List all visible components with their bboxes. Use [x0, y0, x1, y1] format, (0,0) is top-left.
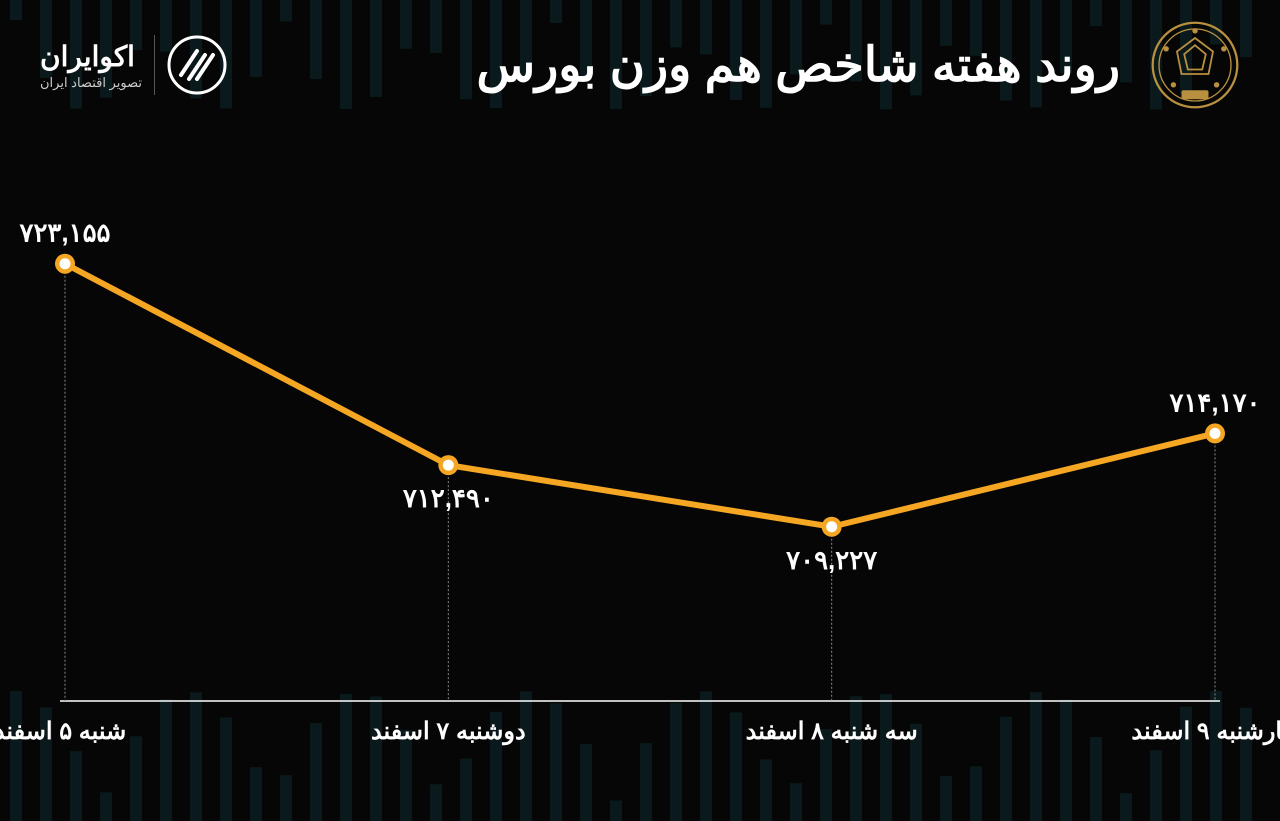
x-axis-label: چهارشنبه ۹ اسفند: [1131, 718, 1280, 746]
brand-logo-icon: [167, 35, 227, 95]
x-axis-label: شنبه ۵ اسفند: [0, 718, 126, 745]
chart-title: روند هفته شاخص هم وزن بورس: [227, 37, 1120, 93]
header: اکوایران تصویر اقتصاد ایران روند هفته شا…: [0, 20, 1280, 110]
value-label: ۷۱۴,۱۷۰: [1168, 387, 1260, 417]
brand-block: اکوایران تصویر اقتصاد ایران: [40, 35, 227, 95]
chart-area: ۷۲۳,۱۵۵۷۱۲,۴۹۰۷۰۹,۲۲۷۷۱۴,۱۷۰شنبه ۵ اسفند…: [55, 160, 1225, 771]
value-label: ۷۲۳,۱۵۵: [18, 218, 110, 248]
brand-subtitle: تصویر اقتصاد ایران: [40, 75, 142, 91]
line-chart: ۷۲۳,۱۵۵۷۱۲,۴۹۰۷۰۹,۲۲۷۷۱۴,۱۷۰شنبه ۵ اسفند…: [55, 160, 1225, 771]
x-axis-label: سه شنبه ۸ اسفند: [746, 718, 918, 745]
seal-icon: [1150, 20, 1240, 110]
value-label: ۷۰۹,۲۲۷: [785, 545, 877, 575]
brand-name: اکوایران: [40, 40, 142, 73]
value-label: ۷۱۲,۴۹۰: [402, 483, 494, 513]
x-axis-label: دوشنبه ۷ اسفند: [371, 718, 526, 746]
brand-divider: [154, 35, 155, 95]
